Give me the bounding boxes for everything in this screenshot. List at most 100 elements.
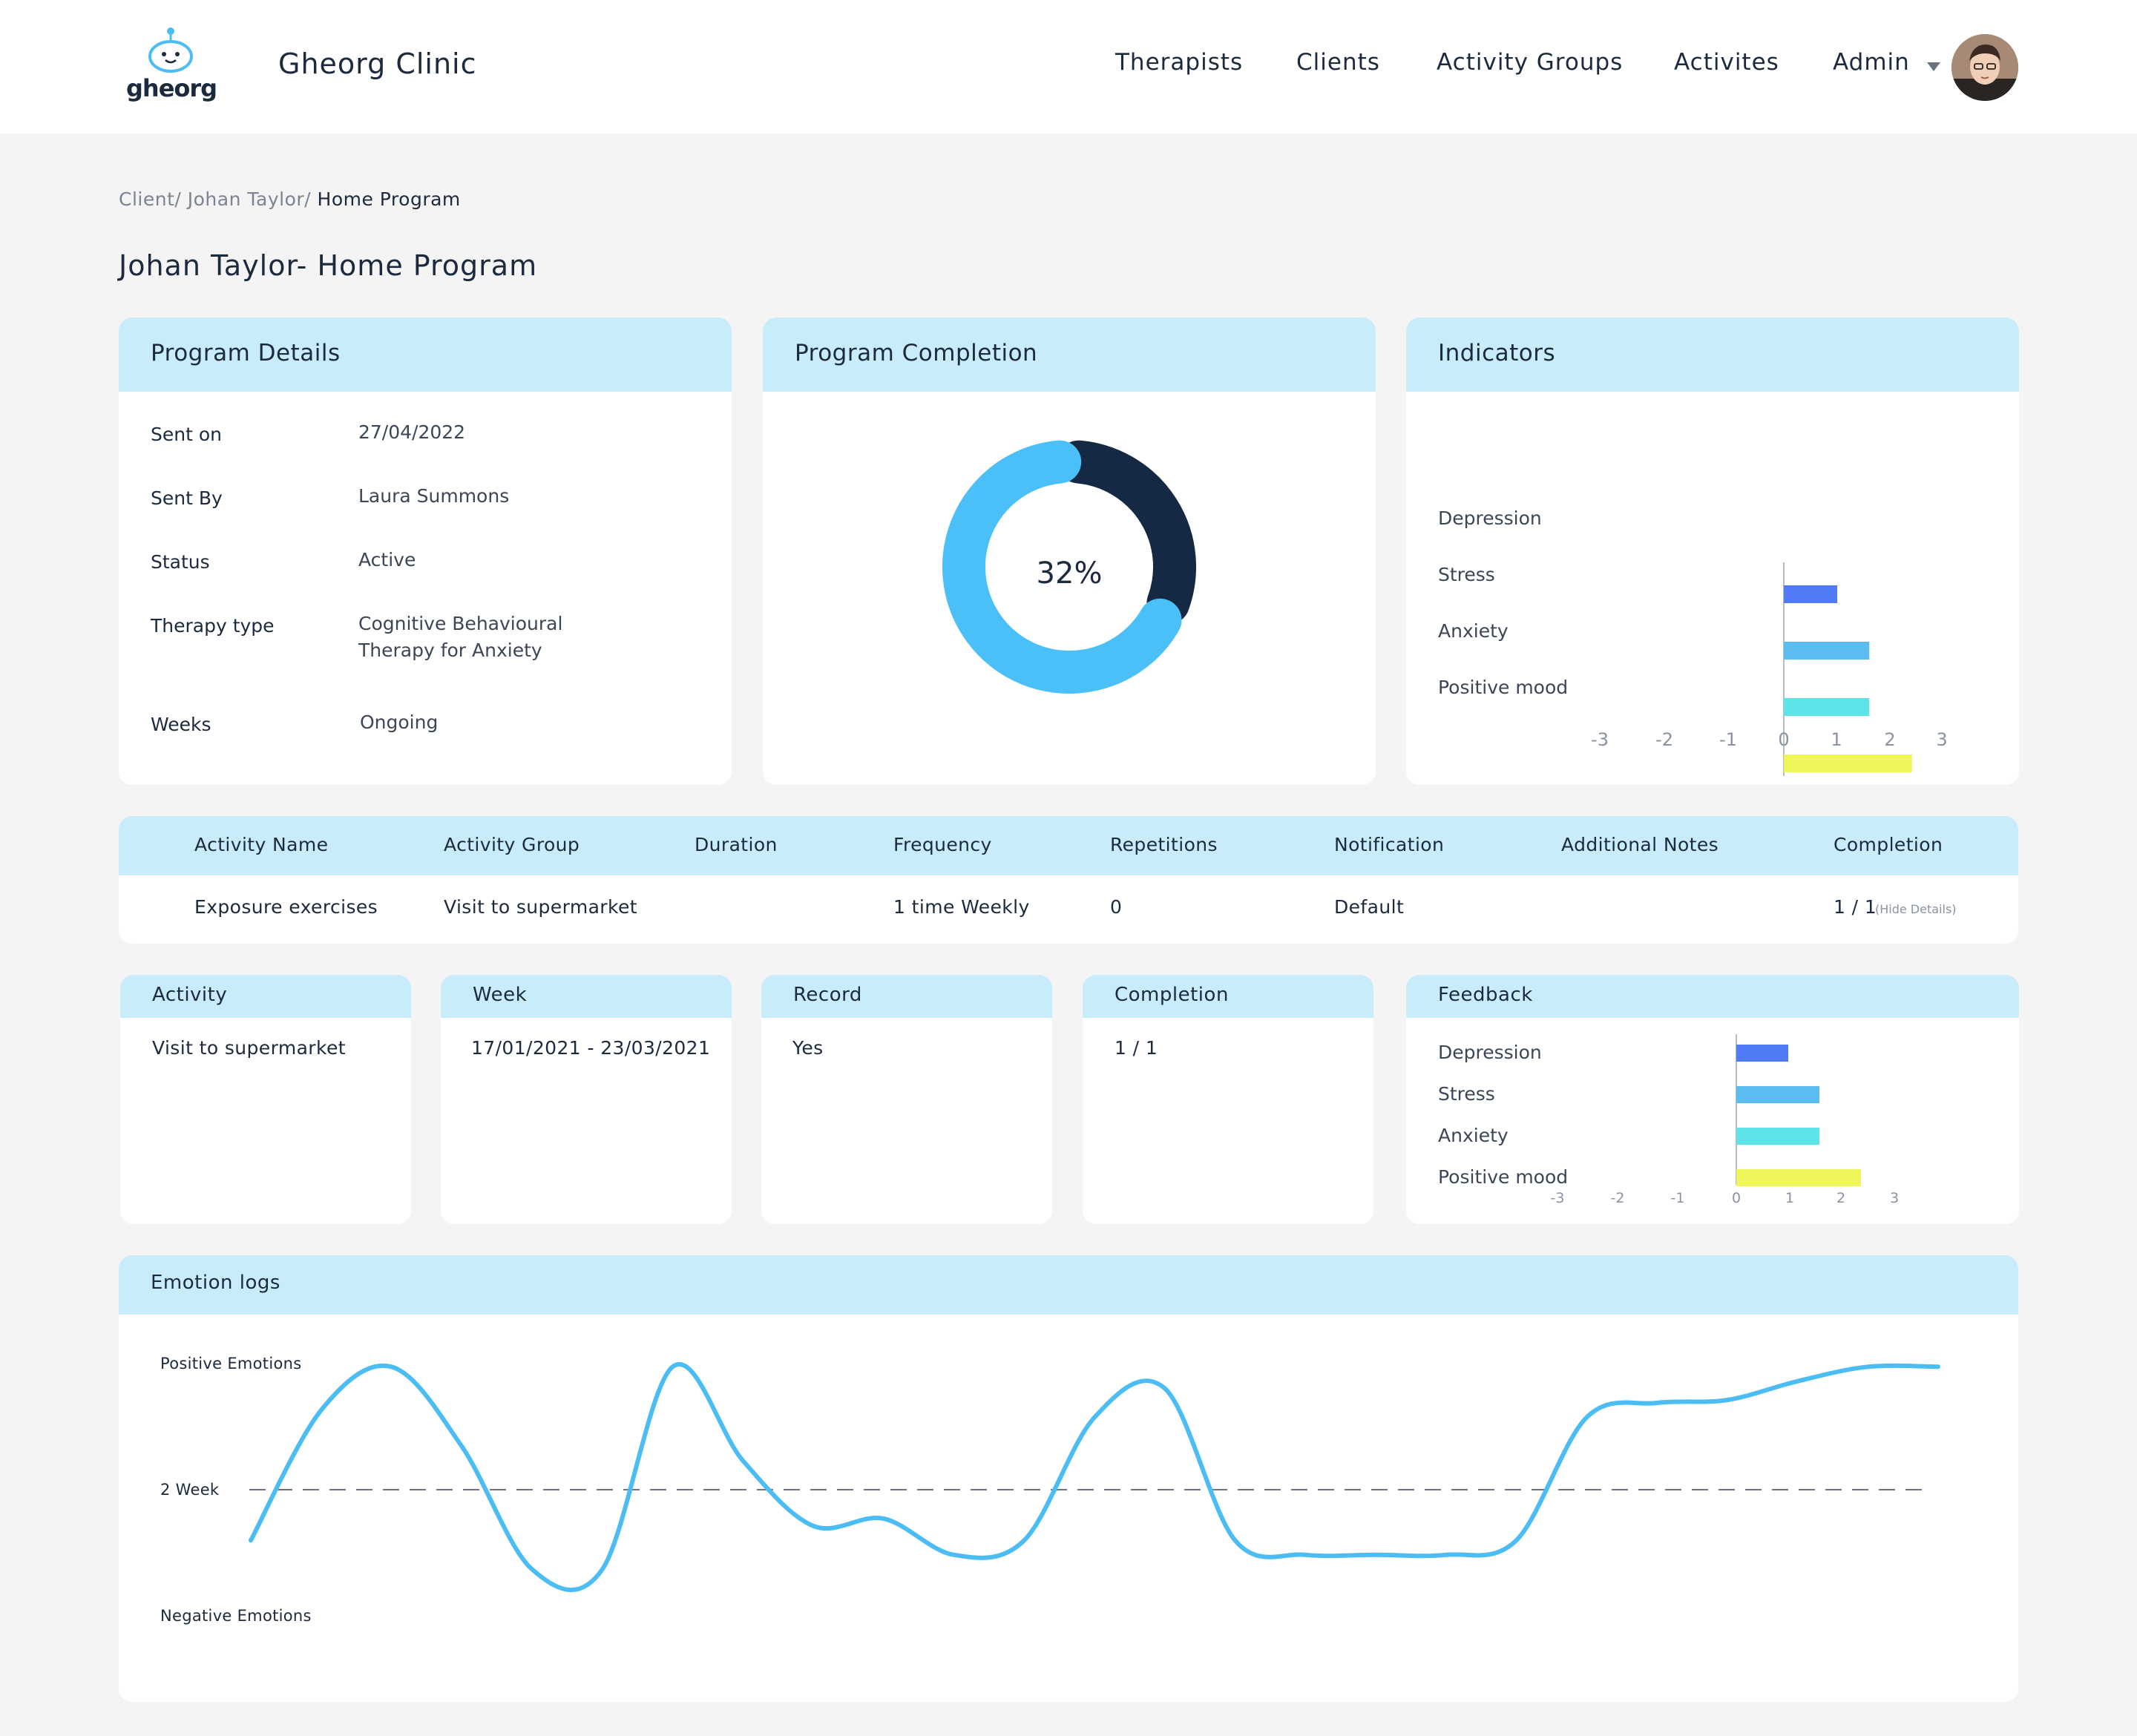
feedback-bar-stress: [1736, 1086, 1819, 1103]
feedback-label-depression: Depression: [1438, 1042, 1542, 1063]
program-completion-title: Program Completion: [795, 340, 1038, 366]
cell-activity-name: Exposure exercises: [194, 896, 378, 918]
indicator-bar-positive-mood: [1784, 754, 1912, 772]
breadcrumb-client-name[interactable]: Johan Taylor/: [181, 188, 312, 210]
feedback-tick: -1: [1670, 1190, 1685, 1206]
feedback-tick: 1: [1785, 1190, 1795, 1206]
indicator-tick: 0: [1778, 729, 1790, 750]
weeks-label: Weeks: [151, 714, 211, 735]
week-detail-title: Week: [473, 984, 528, 1006]
feedback-bar-positive-mood: [1736, 1169, 1861, 1186]
feedback-label-anxiety: Anxiety: [1438, 1125, 1509, 1146]
indicator-tick: -2: [1655, 729, 1673, 750]
feedback-title: Feedback: [1438, 984, 1533, 1006]
col-header-duration: Duration: [695, 834, 778, 855]
nav-activity-groups[interactable]: Activity Groups: [1437, 49, 1624, 76]
indicators-bar-chart: [1783, 562, 1912, 776]
activity-detail-value: Visit to supermarket: [152, 1037, 346, 1059]
indicator-label-anxiety: Anxiety: [1438, 620, 1509, 642]
nav-activities[interactable]: Activites: [1674, 49, 1779, 76]
feedback-card: Feedback Depression Stress Anxiety Posit…: [1406, 975, 2019, 1224]
col-header-completion: Completion: [1834, 834, 1943, 855]
robot-logo-icon: [148, 27, 193, 73]
clinic-logo[interactable]: gheorg: [126, 25, 217, 107]
therapy-type-value-line1: Cognitive Behavioural: [358, 613, 563, 634]
feedback-tick: -2: [1610, 1190, 1625, 1206]
breadcrumb-current: Home Program: [311, 188, 461, 210]
status-label: Status: [151, 551, 210, 573]
activity-detail-header: Activity: [120, 975, 411, 1018]
baseline-label: 2 Week: [160, 1481, 220, 1499]
caret-down-icon[interactable]: [1927, 62, 1940, 71]
col-header-activity-name: Activity Name: [194, 834, 329, 855]
top-header: gheorg Gheorg Clinic Therapists Clients …: [0, 0, 2137, 134]
emotion-logs-header: Emotion logs: [119, 1255, 2018, 1315]
completion-donut-chart: [942, 440, 1196, 694]
emotion-logs-card: Emotion logs Positive Emotions 2 Week Ne…: [119, 1255, 2018, 1702]
hide-details-link[interactable]: (Hide Details): [1875, 902, 1957, 916]
feedback-tick: 2: [1836, 1190, 1846, 1206]
program-details-card: Program Details Sent on 27/04/2022 Sent …: [119, 318, 732, 785]
sent-by-value: Laura Summons: [358, 485, 510, 507]
week-detail-value: 17/01/2021 - 23/03/2021: [471, 1037, 711, 1059]
cell-completion: 1 / 1: [1834, 896, 1877, 918]
feedback-bar-depression: [1736, 1045, 1788, 1062]
weeks-value: Ongoing: [360, 711, 439, 733]
emotion-series-line: [249, 1362, 1940, 1593]
record-detail-header: Record: [761, 975, 1052, 1018]
emotion-line-chart: [249, 1362, 1940, 1593]
col-header-frequency: Frequency: [893, 834, 992, 855]
breadcrumb-client[interactable]: Client/: [119, 188, 182, 210]
cell-frequency: 1 time Weekly: [893, 896, 1030, 918]
activity-detail-card: Activity Visit to supermarket: [120, 975, 411, 1224]
indicator-tick: 1: [1831, 729, 1842, 750]
indicators-title: Indicators: [1438, 340, 1556, 366]
program-details-header: Program Details: [119, 318, 732, 392]
record-detail-value: Yes: [792, 1037, 824, 1059]
nav-clients[interactable]: Clients: [1296, 49, 1380, 76]
completion-detail-card: Completion 1 / 1: [1083, 975, 1373, 1224]
indicator-label-depression: Depression: [1438, 507, 1542, 529]
record-detail-title: Record: [793, 984, 862, 1006]
cell-notification: Default: [1334, 896, 1405, 918]
completion-percent-label: 32%: [1036, 556, 1103, 591]
col-header-repetitions: Repetitions: [1110, 834, 1218, 855]
indicator-tick: 3: [1936, 729, 1948, 750]
week-detail-header: Week: [441, 975, 732, 1018]
cell-repetitions: 0: [1110, 896, 1123, 918]
cell-activity-group: Visit to supermarket: [444, 896, 637, 918]
indicators-card: Indicators Depression Stress Anxiety Pos…: [1406, 318, 2019, 785]
sent-by-label: Sent By: [151, 487, 223, 509]
clinic-name: Gheorg Clinic: [278, 47, 477, 80]
donut-remaining-segment: [942, 440, 1182, 694]
therapy-type-label: Therapy type: [151, 615, 275, 637]
breadcrumb: Client/ Johan Taylor/ Home Program: [119, 188, 461, 210]
indicator-label-stress: Stress: [1438, 564, 1495, 585]
sent-on-label: Sent on: [151, 424, 222, 445]
program-completion-header: Program Completion: [763, 318, 1376, 392]
activity-detail-title: Activity: [152, 984, 228, 1006]
col-header-additional-notes: Additional Notes: [1561, 834, 1719, 855]
program-completion-card: Program Completion 32%: [763, 318, 1376, 785]
nav-therapists[interactable]: Therapists: [1115, 49, 1244, 76]
emotion-logs-title: Emotion logs: [151, 1272, 280, 1294]
col-header-activity-group: Activity Group: [444, 834, 580, 855]
col-header-notification: Notification: [1334, 834, 1445, 855]
indicators-header: Indicators: [1406, 318, 2019, 392]
positive-emotions-label: Positive Emotions: [160, 1355, 302, 1372]
indicator-tick: -1: [1719, 729, 1737, 750]
user-menu-label[interactable]: Admin: [1833, 49, 1910, 76]
activity-table-header: [119, 816, 2018, 875]
page-title: Johan Taylor- Home Program: [119, 249, 538, 282]
indicator-label-positive-mood: Positive mood: [1438, 677, 1569, 698]
sent-on-value: 27/04/2022: [358, 421, 466, 443]
donut-completed-segment: [1057, 440, 1196, 625]
feedback-label-positive-mood: Positive mood: [1438, 1166, 1569, 1188]
feedback-tick: 3: [1889, 1190, 1900, 1206]
indicator-tick: 2: [1884, 729, 1896, 750]
avatar[interactable]: [1951, 34, 2018, 101]
feedback-tick: -3: [1550, 1190, 1565, 1206]
indicator-bar-stress: [1784, 642, 1870, 660]
program-details-title: Program Details: [151, 340, 341, 366]
completion-detail-title: Completion: [1115, 984, 1229, 1006]
